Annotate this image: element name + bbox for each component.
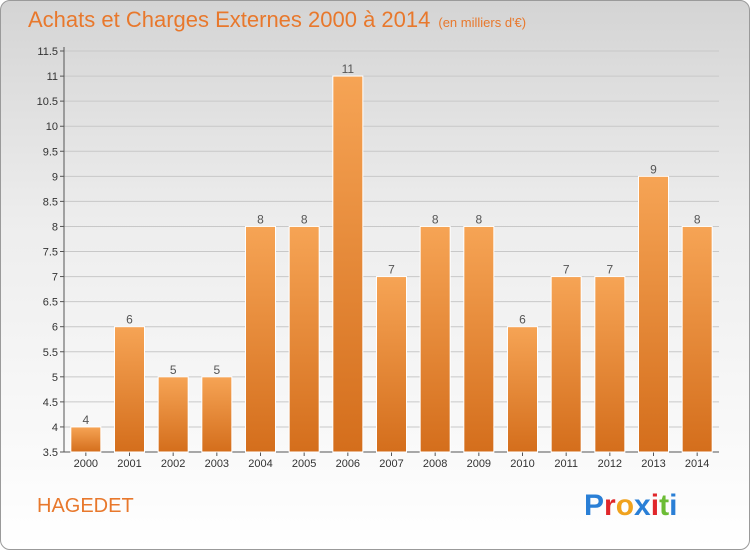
bar-2000 [70, 426, 102, 453]
x-tick-label: 2009 [467, 458, 491, 470]
labels: 3.5 4 4.5 5 5.5 6 6.5 7 7.5 8 8.5 9 9.5 10 10.5 11 11.5 2… [37, 46, 710, 470]
y-tick-label: 10 [46, 121, 58, 133]
chart-subtitle: (en milliers d'€) [438, 15, 527, 30]
value-label: 6 [126, 313, 133, 327]
bar-2010 [507, 326, 538, 453]
bar-2012 [594, 276, 626, 453]
y-tick-label: 8.5 [43, 196, 58, 208]
value-label: 8 [694, 212, 701, 226]
y-tick-label: 5.5 [43, 347, 58, 359]
x-tick-label: 2002 [161, 458, 185, 470]
logo-letter: i [669, 489, 678, 522]
value-label: 8 [257, 212, 264, 226]
bar-2006 [332, 75, 364, 453]
y-tick-label: 9.5 [43, 146, 58, 158]
bar-2003 [201, 376, 233, 453]
logo-letter: i [650, 489, 660, 522]
proxiti-logo[interactable]: Proxiti [584, 489, 677, 523]
logo-letter: r [604, 489, 616, 522]
value-label: 8 [301, 212, 308, 226]
x-tick-label: 2005 [292, 458, 316, 470]
x-tick-label: 2014 [685, 458, 709, 470]
bar-2011 [550, 276, 582, 453]
logo-letter: o [615, 489, 635, 522]
y-tick-label: 6 [52, 322, 58, 334]
x-tick-label: 2007 [379, 458, 403, 470]
value-label: 9 [650, 162, 657, 176]
x-tick-label: 2001 [117, 458, 141, 470]
bar-2005 [288, 225, 320, 453]
value-label: 8 [432, 212, 439, 226]
value-label: 7 [606, 263, 613, 277]
y-tick-label: 4 [52, 422, 58, 434]
y-tick-label: 11 [47, 71, 58, 83]
bar-2008 [419, 225, 451, 453]
x-tick-label: 2011 [554, 458, 578, 470]
chart-title: Achats et Charges Externes 2000 à 2014 (e… [28, 7, 526, 33]
x-tick-label: 2003 [205, 458, 229, 470]
value-label: 7 [563, 263, 570, 277]
value-label: 8 [475, 212, 482, 226]
x-tick-label: 2004 [248, 458, 272, 470]
value-label: 5 [170, 363, 177, 377]
x-tick-label: 2008 [423, 458, 447, 470]
y-tick-label: 10.5 [37, 96, 58, 108]
bar-2013 [638, 175, 669, 453]
value-label: 7 [388, 263, 395, 277]
x-tick-label: 2013 [641, 458, 665, 470]
y-tick-label: 7.5 [43, 247, 58, 259]
y-tick-label: 7 [52, 272, 58, 284]
bar-2009 [463, 225, 495, 453]
bar-2014 [681, 225, 713, 453]
bar-2002 [157, 376, 189, 453]
bar-2007 [376, 276, 407, 453]
x-tick-label: 2012 [598, 458, 622, 470]
value-label: 4 [82, 413, 89, 427]
y-tick-label: 6.5 [43, 297, 58, 309]
value-label: 6 [519, 313, 526, 327]
commune-name: HAGEDET [37, 495, 134, 517]
bar-2004 [245, 225, 276, 453]
bar-2001 [114, 326, 145, 453]
value-label: 5 [213, 363, 220, 377]
y-tick-label: 5 [52, 372, 58, 384]
x-tick-label: 2000 [74, 458, 98, 470]
y-tick-label: 8 [52, 221, 58, 233]
y-tick-label: 9 [52, 171, 58, 183]
logo-letter: P [584, 489, 605, 522]
value-label: 11 [342, 62, 355, 76]
x-tick-label: 2006 [336, 458, 360, 470]
chart-title-text: Achats et Charges Externes 2000 à 2014 [28, 7, 431, 32]
y-tick-label: 11.5 [37, 46, 58, 58]
logo-letter: t [659, 489, 670, 522]
y-tick-label: 3.5 [43, 447, 58, 459]
y-tick-label: 4.5 [43, 397, 58, 409]
bars [70, 75, 713, 453]
x-tick-label: 2010 [510, 458, 534, 470]
logo-letter: x [634, 489, 651, 522]
